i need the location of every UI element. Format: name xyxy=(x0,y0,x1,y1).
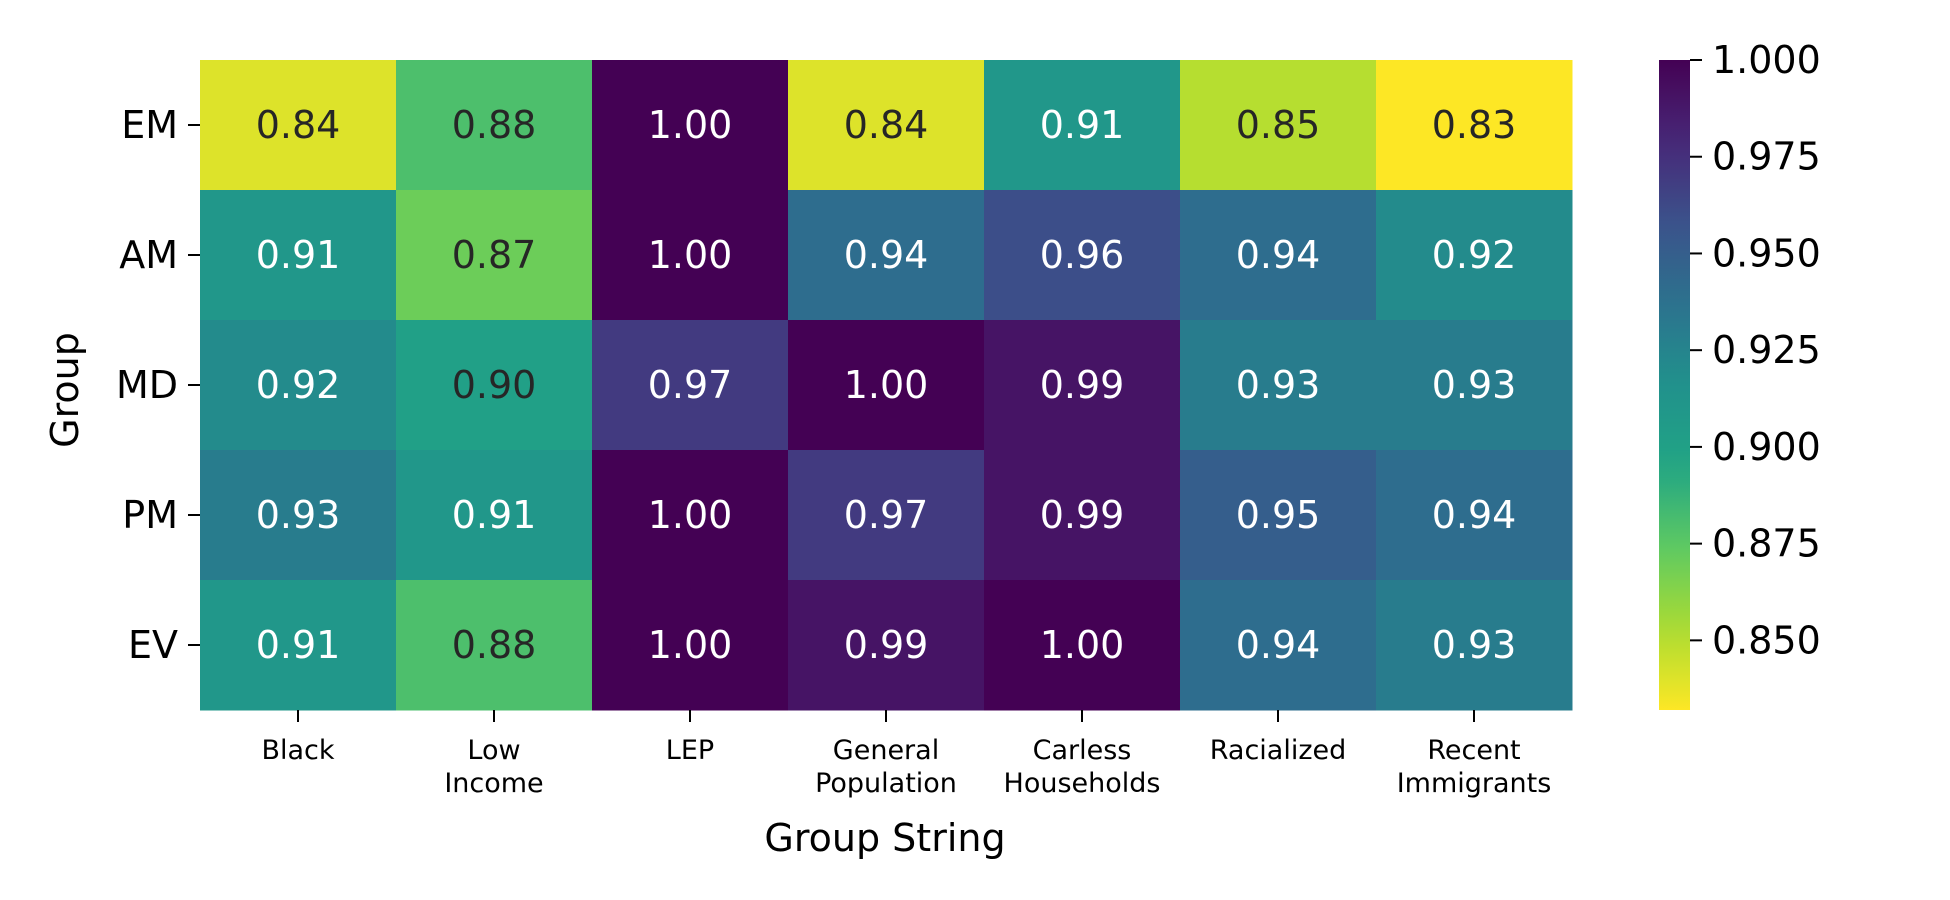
heatmap-cell xyxy=(1376,190,1573,321)
colorbar-tick-label: 0.975 xyxy=(1712,135,1821,179)
colorbar-tick-label: 0.850 xyxy=(1712,618,1821,662)
cell-value-label: 0.84 xyxy=(844,103,929,147)
heatmap-cell xyxy=(396,580,593,711)
y-tick-label: PM xyxy=(122,493,178,537)
heatmap-cell xyxy=(592,190,789,321)
x-tick-label: Low Income xyxy=(444,735,543,799)
cell-value-label: 1.00 xyxy=(648,103,733,147)
x-tick-label: Racialized xyxy=(1210,735,1347,766)
x-tick-label: LEP xyxy=(666,735,714,766)
x-tick-label: Recent Immigrants xyxy=(1397,735,1552,799)
heatmap-cell xyxy=(592,60,789,191)
cell-value-label: 0.87 xyxy=(452,233,537,277)
cell-value-label: 0.85 xyxy=(1236,103,1321,147)
cell-value-label: 0.97 xyxy=(844,493,929,537)
y-tick-label: EM xyxy=(121,103,178,147)
colorbar-tick-label: 1.000 xyxy=(1712,38,1821,82)
cell-value-label: 0.92 xyxy=(256,363,341,407)
heatmap-cell xyxy=(984,190,1181,321)
cell-value-label: 1.00 xyxy=(1040,623,1125,667)
x-axis: Black Low Income LEP General Population Carles… xyxy=(261,710,1551,799)
heatmap-cell xyxy=(788,580,985,711)
heatmap-cell xyxy=(200,60,397,191)
colorbar-gradient xyxy=(1659,60,1690,710)
heatmap-cell xyxy=(788,190,985,321)
y-tick-label: EV xyxy=(128,623,178,667)
heatmap-cell xyxy=(200,320,397,451)
cell-value-label: 0.92 xyxy=(1432,233,1517,277)
cell-value-label: 1.00 xyxy=(648,233,733,277)
cell-value-label: 0.95 xyxy=(1236,493,1321,537)
cell-value-label: 0.99 xyxy=(1040,493,1125,537)
heatmap-cell xyxy=(200,580,397,711)
heatmap-cell xyxy=(1376,450,1573,581)
heatmap-cell xyxy=(1180,60,1377,191)
heatmap-cell xyxy=(396,60,593,191)
heatmap-cell xyxy=(592,580,789,711)
heatmap-cell xyxy=(396,320,593,451)
heatmap-cell xyxy=(396,190,593,321)
cell-value-label: 1.00 xyxy=(844,363,929,407)
heatmap-cell xyxy=(1376,580,1573,711)
cell-value-label: 0.93 xyxy=(1236,363,1321,407)
y-tick-label: MD xyxy=(116,363,178,407)
cell-value-label: 0.83 xyxy=(1432,103,1517,147)
x-axis-title: Group String xyxy=(764,816,1005,860)
cell-value-label: 0.94 xyxy=(1236,233,1321,277)
x-tick-label: General Population xyxy=(815,735,957,799)
y-tick-label: AM xyxy=(119,233,178,277)
cell-value-label: 0.96 xyxy=(1040,233,1125,277)
heatmap-cell xyxy=(788,450,985,581)
heatmap-cell xyxy=(396,450,593,581)
heatmap-cell xyxy=(984,580,1181,711)
cell-value-label: 0.91 xyxy=(256,623,341,667)
heatmap-cell xyxy=(1180,190,1377,321)
cell-value-label: 0.91 xyxy=(452,493,537,537)
cell-value-label: 0.84 xyxy=(256,103,341,147)
cell-value-label: 0.94 xyxy=(1432,493,1517,537)
cell-value-label: 0.93 xyxy=(256,493,341,537)
cell-value-label: 0.91 xyxy=(256,233,341,277)
cell-value-label: 0.88 xyxy=(452,103,537,147)
heatmap-cell xyxy=(200,190,397,321)
cell-value-label: 0.90 xyxy=(452,363,537,407)
cell-value-label: 0.88 xyxy=(452,623,537,667)
y-axis: EM AM MD PM EV xyxy=(116,103,200,667)
colorbar-tick-label: 0.900 xyxy=(1712,425,1821,469)
cell-value-label: 0.94 xyxy=(844,233,929,277)
y-axis-title: Group xyxy=(43,332,87,448)
cell-value-label: 1.00 xyxy=(648,623,733,667)
cell-value-label: 1.00 xyxy=(648,493,733,537)
colorbar-tick-label: 0.950 xyxy=(1712,231,1821,275)
heatmap-cell xyxy=(1180,320,1377,451)
heatmap-cell xyxy=(1180,450,1377,581)
heatmap-cell xyxy=(788,60,985,191)
heatmap-cell xyxy=(984,60,1181,191)
cell-value-label: 0.97 xyxy=(648,363,733,407)
heatmap-cell xyxy=(1180,580,1377,711)
cell-value-label: 0.91 xyxy=(1040,103,1125,147)
heatmap-cell xyxy=(592,450,789,581)
heatmap-cell xyxy=(984,320,1181,451)
cell-value-label: 0.93 xyxy=(1432,623,1517,667)
colorbar: 1.000 0.975 0.950 0.925 0.900 0.875 0.850 xyxy=(1659,38,1821,710)
heatmap-cell xyxy=(1376,60,1573,191)
cell-value-label: 0.93 xyxy=(1432,363,1517,407)
heatmap-cell xyxy=(1376,320,1573,451)
colorbar-tick-label: 0.875 xyxy=(1712,522,1821,566)
heatmap-cell xyxy=(592,320,789,451)
cell-value-label: 0.94 xyxy=(1236,623,1321,667)
heatmap-cell xyxy=(200,450,397,581)
cell-value-label: 0.99 xyxy=(1040,363,1125,407)
x-tick-label: Black xyxy=(261,735,334,766)
cell-value-label: 0.99 xyxy=(844,623,929,667)
heatmap-cell xyxy=(788,320,985,451)
x-tick-label: Carless Households xyxy=(1004,735,1161,799)
heatmap-cells: 0.84 0.88 1.00 0.84 0.91 0.85 0.83 0.91 0.87 1.00… xyxy=(200,60,1573,711)
colorbar-tick-label: 0.925 xyxy=(1712,328,1821,372)
heatmap-cell xyxy=(984,450,1181,581)
